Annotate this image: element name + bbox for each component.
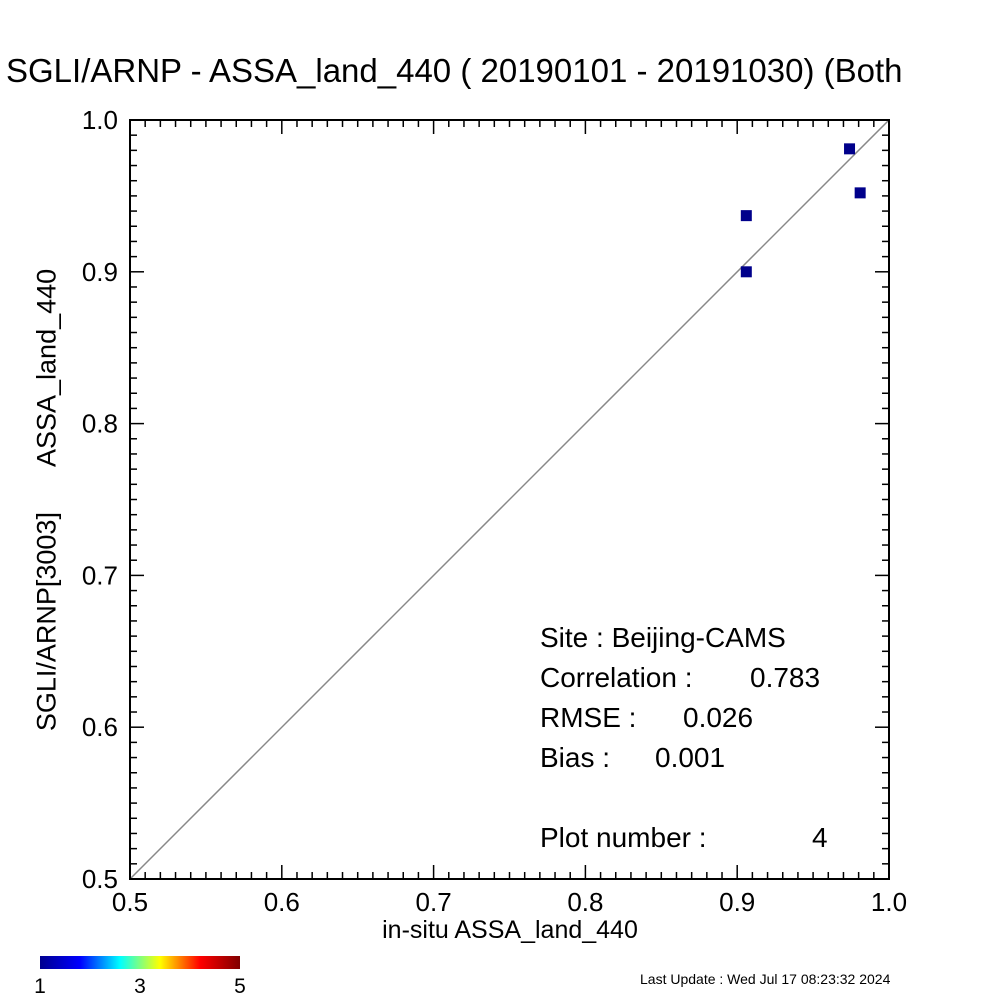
y-axis-label: SGLI/ARNP[3003] ASSA_land_440 bbox=[32, 269, 63, 731]
bias-label: Bias : bbox=[540, 742, 611, 773]
x-tick-label: 0.5 bbox=[112, 887, 148, 917]
stats-site: Site : Beijing-CAMS bbox=[540, 622, 786, 653]
stats-bias: Bias : 0.001 bbox=[540, 742, 725, 774]
colorbar bbox=[40, 956, 240, 969]
x-axis-label: in-situ ASSA_land_440 bbox=[382, 916, 638, 944]
rmse-value: 0.026 bbox=[683, 702, 754, 733]
x-tick-label: 1.0 bbox=[871, 887, 907, 917]
y-tick-label: 0.5 bbox=[82, 864, 118, 894]
plot-number-value: 4 bbox=[812, 822, 828, 853]
y-tick-label: 0.7 bbox=[82, 560, 118, 590]
rmse-label: RMSE : bbox=[540, 702, 637, 733]
chart-title: SGLI/ARNP - ASSA_land_440 ( 20190101 - 2… bbox=[6, 52, 903, 89]
correlation-value: 0.783 bbox=[750, 662, 821, 693]
stats-rmse: RMSE : 0.026 bbox=[540, 702, 753, 734]
data-point bbox=[740, 266, 752, 278]
bias-value: 0.001 bbox=[655, 742, 726, 773]
x-tick-label: 0.9 bbox=[719, 887, 755, 917]
colorbar-tick-label: 1 bbox=[34, 975, 46, 998]
data-point bbox=[844, 143, 856, 155]
y-tick-label: 0.9 bbox=[82, 257, 118, 287]
correlation-label: Correlation : bbox=[540, 662, 693, 693]
y-tick-label: 0.6 bbox=[82, 712, 118, 742]
x-tick-label: 0.7 bbox=[416, 887, 452, 917]
one-to-one-line bbox=[129, 119, 890, 880]
colorbar-tick-label: 5 bbox=[234, 975, 246, 998]
stats-plot-number: Plot number : 4 bbox=[540, 822, 828, 854]
plot-frame bbox=[129, 119, 890, 880]
data-point bbox=[854, 187, 866, 199]
x-tick-label: 0.8 bbox=[567, 887, 603, 917]
y-tick-label: 0.8 bbox=[82, 409, 118, 439]
y-axis-label-part-2: ASSA_land_440 bbox=[31, 268, 62, 468]
y-tick-label: 1.0 bbox=[82, 105, 118, 135]
colorbar-tick-label: 3 bbox=[134, 975, 146, 998]
y-axis-label-part-1: SGLI/ARNP[3003] bbox=[31, 512, 62, 732]
data-point bbox=[740, 210, 752, 222]
last-update-text: Last Update : Wed Jul 17 08:23:32 2024 bbox=[640, 971, 891, 987]
x-tick-label: 0.6 bbox=[264, 887, 300, 917]
stats-correlation: Correlation : 0.783 bbox=[540, 662, 820, 694]
plot-number-label: Plot number : bbox=[540, 822, 707, 853]
